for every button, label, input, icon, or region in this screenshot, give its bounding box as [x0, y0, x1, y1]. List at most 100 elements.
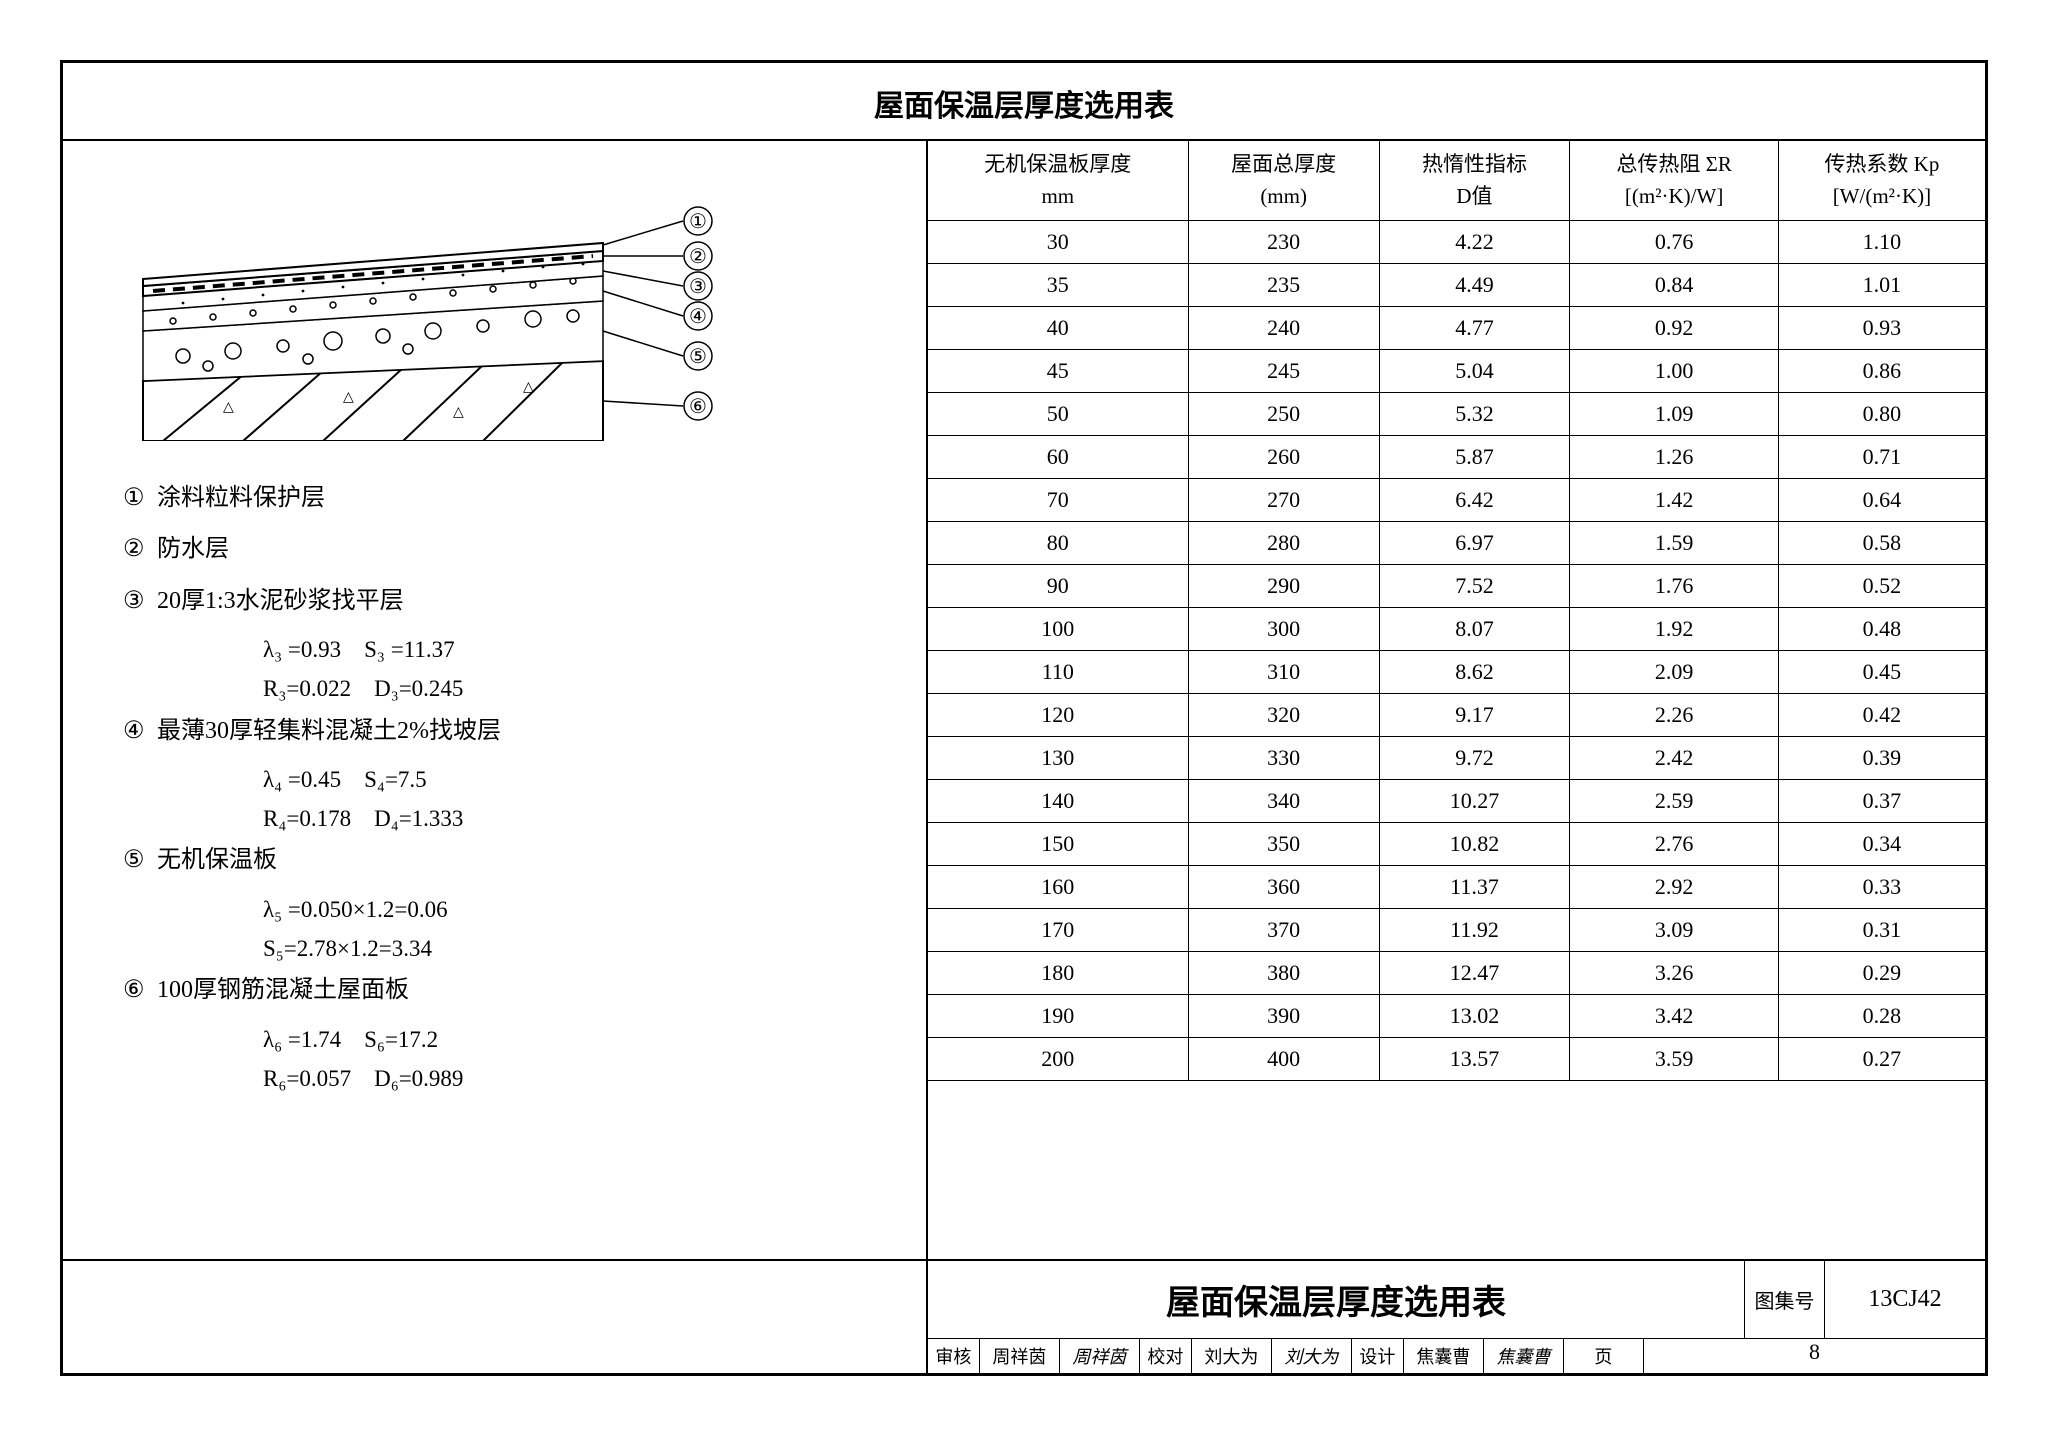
legend-item: ④ 最薄30厚轻集料混凝土2%找坡层 — [123, 709, 896, 755]
sig-name: 周祥茵 — [980, 1339, 1060, 1373]
page-title: 屋面保温层厚度选用表 — [63, 63, 1985, 141]
legend-item: ⑤ 无机保温板 — [123, 838, 896, 884]
roof-section-diagram: △ △ △ △ — [123, 161, 763, 441]
table-cell: 80 — [928, 522, 1188, 565]
diagram-label-5: ⑤ — [689, 346, 707, 368]
table-row: 1003008.071.920.48 — [928, 608, 1985, 651]
table-cell: 0.31 — [1778, 909, 1985, 952]
table-cell: 2.59 — [1570, 780, 1778, 823]
table-row: 14034010.272.590.37 — [928, 780, 1985, 823]
table-header: 屋面总厚度(mm) — [1188, 141, 1379, 221]
legend-item: ① 涂料粒料保护层 — [123, 476, 896, 522]
table-row: 402404.770.920.93 — [928, 307, 1985, 350]
table-cell: 0.33 — [1778, 866, 1985, 909]
table-cell: 11.37 — [1379, 866, 1570, 909]
table-row: 20040013.573.590.27 — [928, 1038, 1985, 1081]
table-cell: 7.52 — [1379, 565, 1570, 608]
sig-label: 设计 — [1352, 1339, 1404, 1373]
svg-text:△: △ — [343, 390, 354, 405]
table-cell: 1.59 — [1570, 522, 1778, 565]
table-cell: 130 — [928, 737, 1188, 780]
table-cell: 1.76 — [1570, 565, 1778, 608]
table-cell: 8.62 — [1379, 651, 1570, 694]
table-row: 702706.421.420.64 — [928, 479, 1985, 522]
table-cell: 3.59 — [1570, 1038, 1778, 1081]
table-cell: 110 — [928, 651, 1188, 694]
svg-text:△: △ — [523, 380, 534, 395]
table-cell: 0.42 — [1778, 694, 1985, 737]
table-cell: 13.02 — [1379, 995, 1570, 1038]
table-cell: 3.09 — [1570, 909, 1778, 952]
left-panel: △ △ △ △ — [63, 141, 928, 1259]
table-cell: 10.27 — [1379, 780, 1570, 823]
table-cell: 2.42 — [1570, 737, 1778, 780]
table-cell: 9.72 — [1379, 737, 1570, 780]
table-cell: 4.49 — [1379, 264, 1570, 307]
thickness-table: 无机保温板厚度mm屋面总厚度(mm)热惰性指标D值总传热阻 ΣR[(m²·K)/… — [928, 141, 1985, 1081]
table-row: 1103108.622.090.45 — [928, 651, 1985, 694]
table-cell: 190 — [928, 995, 1188, 1038]
table-cell: 4.77 — [1379, 307, 1570, 350]
table-cell: 13.57 — [1379, 1038, 1570, 1081]
table-cell: 0.48 — [1778, 608, 1985, 651]
table-cell: 150 — [928, 823, 1188, 866]
table-cell: 390 — [1188, 995, 1379, 1038]
table-cell: 1.10 — [1778, 221, 1985, 264]
table-row: 452455.041.000.86 — [928, 350, 1985, 393]
table-cell: 340 — [1188, 780, 1379, 823]
table-cell: 200 — [928, 1038, 1188, 1081]
legend-list: ① 涂料粒料保护层② 防水层③ 20厚1:3水泥砂浆找平层λ₃ =0.93 S₃… — [123, 476, 896, 1098]
table-cell: 240 — [1188, 307, 1379, 350]
table-cell: 2.76 — [1570, 823, 1778, 866]
legend-sub: λ₄ =0.45 S₄=7.5 — [123, 760, 896, 799]
code-label: 图集号 — [1745, 1261, 1825, 1338]
table-cell: 140 — [928, 780, 1188, 823]
signature-row: 审核周祥茵周祥茵校对刘大为刘大为设计焦囊曹焦囊曹页8 — [928, 1339, 1985, 1373]
table-cell: 370 — [1188, 909, 1379, 952]
content-area: △ △ △ △ — [63, 141, 1985, 1259]
diagram-label-1: ① — [689, 211, 707, 233]
page-number: 8 — [1644, 1339, 1985, 1373]
table-cell: 0.92 — [1570, 307, 1778, 350]
table-row: 352354.490.841.01 — [928, 264, 1985, 307]
diagram-label-3: ③ — [689, 276, 707, 298]
table-row: 1303309.722.420.39 — [928, 737, 1985, 780]
table-row: 302304.220.761.10 — [928, 221, 1985, 264]
legend-sub: λ₆ =1.74 S₆=17.2 — [123, 1020, 896, 1059]
table-cell: 1.92 — [1570, 608, 1778, 651]
table-row: 18038012.473.260.29 — [928, 952, 1985, 995]
table-cell: 2.26 — [1570, 694, 1778, 737]
table-cell: 400 — [1188, 1038, 1379, 1081]
table-cell: 1.42 — [1570, 479, 1778, 522]
table-cell: 0.28 — [1778, 995, 1985, 1038]
table-cell: 0.80 — [1778, 393, 1985, 436]
table-cell: 230 — [1188, 221, 1379, 264]
table-row: 19039013.023.420.28 — [928, 995, 1985, 1038]
table-cell: 0.45 — [1778, 651, 1985, 694]
table-cell: 360 — [1188, 866, 1379, 909]
table-cell: 0.27 — [1778, 1038, 1985, 1081]
table-cell: 30 — [928, 221, 1188, 264]
table-cell: 260 — [1188, 436, 1379, 479]
table-cell: 0.29 — [1778, 952, 1985, 995]
table-cell: 5.32 — [1379, 393, 1570, 436]
table-row: 1203209.172.260.42 — [928, 694, 1985, 737]
diagram-label-4: ④ — [689, 306, 707, 328]
table-row: 802806.971.590.58 — [928, 522, 1985, 565]
table-cell: 3.26 — [1570, 952, 1778, 995]
drawing-frame: 屋面保温层厚度选用表 △ △ △ △ — [60, 60, 1988, 1376]
svg-text:△: △ — [453, 405, 464, 420]
table-cell: 50 — [928, 393, 1188, 436]
legend-item: ③ 20厚1:3水泥砂浆找平层 — [123, 579, 896, 625]
table-cell: 330 — [1188, 737, 1379, 780]
table-cell: 1.09 — [1570, 393, 1778, 436]
table-cell: 100 — [928, 608, 1188, 651]
table-cell: 45 — [928, 350, 1188, 393]
table-cell: 12.47 — [1379, 952, 1570, 995]
table-cell: 300 — [1188, 608, 1379, 651]
table-cell: 2.09 — [1570, 651, 1778, 694]
table-header: 传热系数 Kp[W/(m²·K)] — [1778, 141, 1985, 221]
table-cell: 160 — [928, 866, 1188, 909]
table-cell: 3.42 — [1570, 995, 1778, 1038]
table-cell: 0.86 — [1778, 350, 1985, 393]
